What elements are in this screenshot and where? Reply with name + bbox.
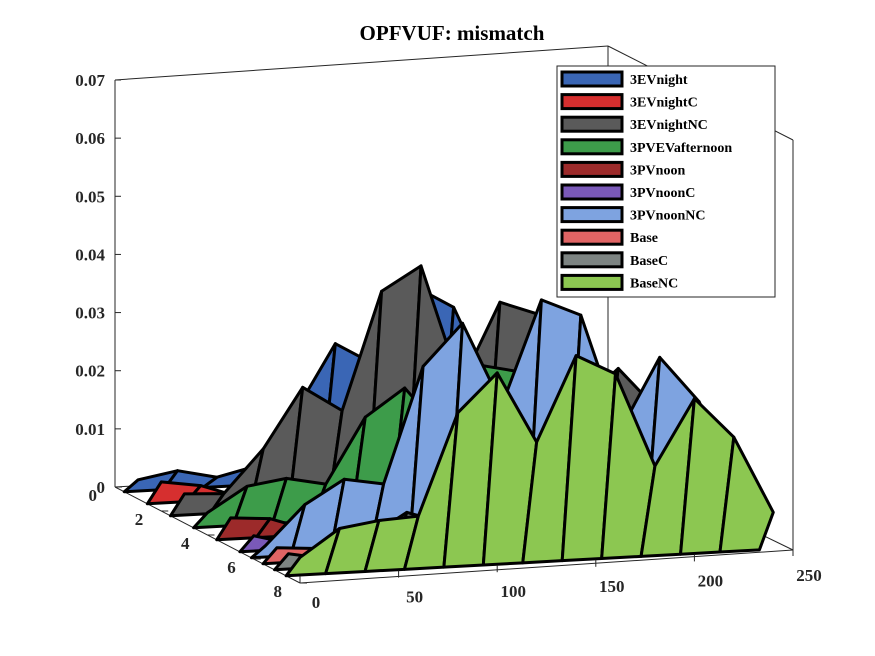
y-tick-label: 4 <box>181 534 190 553</box>
legend-label: 3EVnight <box>630 73 688 88</box>
legend-label: 3PVnoonC <box>630 186 695 201</box>
legend-swatch <box>560 206 624 224</box>
y-tick-label: 8 <box>274 582 283 601</box>
z-tick-label: 0 <box>97 478 106 497</box>
legend-swatch <box>560 93 624 111</box>
y-tick-label: 6 <box>227 558 236 577</box>
legend-label: 3PVEVafternoon <box>630 141 732 156</box>
chart-title: OPFVUF: mismatch <box>360 21 545 45</box>
x-tick-label: 50 <box>406 588 423 607</box>
z-tick-label: 0.07 <box>75 71 105 90</box>
legend-swatch <box>560 228 624 246</box>
z-tick-label: 0.04 <box>75 245 105 264</box>
legend-swatch <box>560 160 624 178</box>
legend-swatch <box>560 251 624 269</box>
legend-label: 3EVnightNC <box>630 118 708 133</box>
legend-swatch <box>560 138 624 156</box>
z-tick-label: 0.05 <box>75 187 105 206</box>
y-tick-label: 2 <box>135 510 144 529</box>
z-axis-ticks: 0 0.01 0.02 0.03 0.04 0.05 0.06 0.07 <box>75 71 121 497</box>
legend-label: 3EVnightC <box>630 96 698 111</box>
surface-series <box>284 354 775 578</box>
z-tick-label: 0.06 <box>75 129 105 148</box>
x-tick-label: 100 <box>500 582 526 601</box>
legend-label: Base <box>630 231 658 246</box>
x-axis-ticks: 0 50 100 150 200 250 <box>299 549 822 612</box>
legend-swatch <box>560 183 624 201</box>
z-tick-label: 0.01 <box>75 420 105 439</box>
legend-label: 3PVnoonNC <box>630 209 705 224</box>
x-axis-line <box>299 549 794 584</box>
z-tick-label: 0.02 <box>75 362 105 381</box>
legend-swatch <box>560 115 624 133</box>
y-axis-ticks: 0 2 4 6 8 <box>89 486 307 601</box>
legend: 3EVnight 3EVnightC 3EVnightNC 3PVEVafternoo… <box>556 65 776 298</box>
legend-label: BaseC <box>630 254 668 269</box>
back-top-edge <box>114 45 609 81</box>
x-tick-label: 250 <box>796 566 822 585</box>
surface-patch <box>718 435 775 554</box>
z-tick-label: 0.03 <box>75 304 105 323</box>
x-tick-label: 150 <box>599 577 625 596</box>
x-tick-label: 200 <box>698 571 724 590</box>
x-tick-label: 0 <box>312 593 321 612</box>
legend-swatch <box>560 70 624 88</box>
legend-swatch <box>560 273 624 291</box>
surface-group <box>122 264 775 578</box>
legend-label: 3PVnoon <box>630 163 685 178</box>
legend-label: BaseNC <box>630 276 678 291</box>
y-tick-label: 0 <box>89 486 98 505</box>
